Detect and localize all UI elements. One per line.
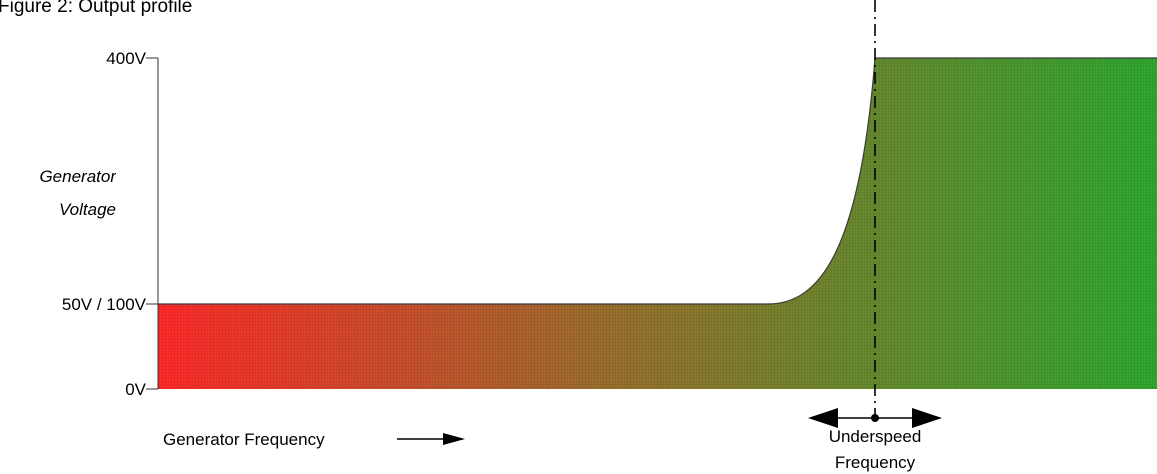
underspeed-dot — [871, 414, 879, 422]
y-axis-label-line2: Voltage — [59, 200, 116, 219]
underspeed-label-clip: Underspeed Frequency — [829, 427, 922, 472]
figure-title: Figure 2: Output profile — [0, 0, 192, 17]
y-tick-label-0: 0V — [125, 380, 146, 399]
voltage-profile-line — [158, 57, 1157, 305]
y-axis-label-clip: Generator Voltage — [39, 167, 117, 219]
voltage-profile-grid — [158, 58, 1157, 389]
underspeed-label-line2: Frequency — [835, 453, 916, 472]
x-axis-label: Generator Frequency — [163, 430, 325, 449]
y-tick-label-400: 400V — [106, 49, 146, 68]
x-axis-arrow-head — [443, 433, 465, 445]
underspeed-arrow-left — [808, 408, 838, 428]
underspeed-label-line1: Underspeed — [829, 427, 922, 446]
underspeed-arrow-right — [912, 408, 942, 428]
y-tick-label-50-100: 50V / 100V — [62, 295, 147, 314]
y-axis-label-line1: Generator — [39, 167, 117, 186]
